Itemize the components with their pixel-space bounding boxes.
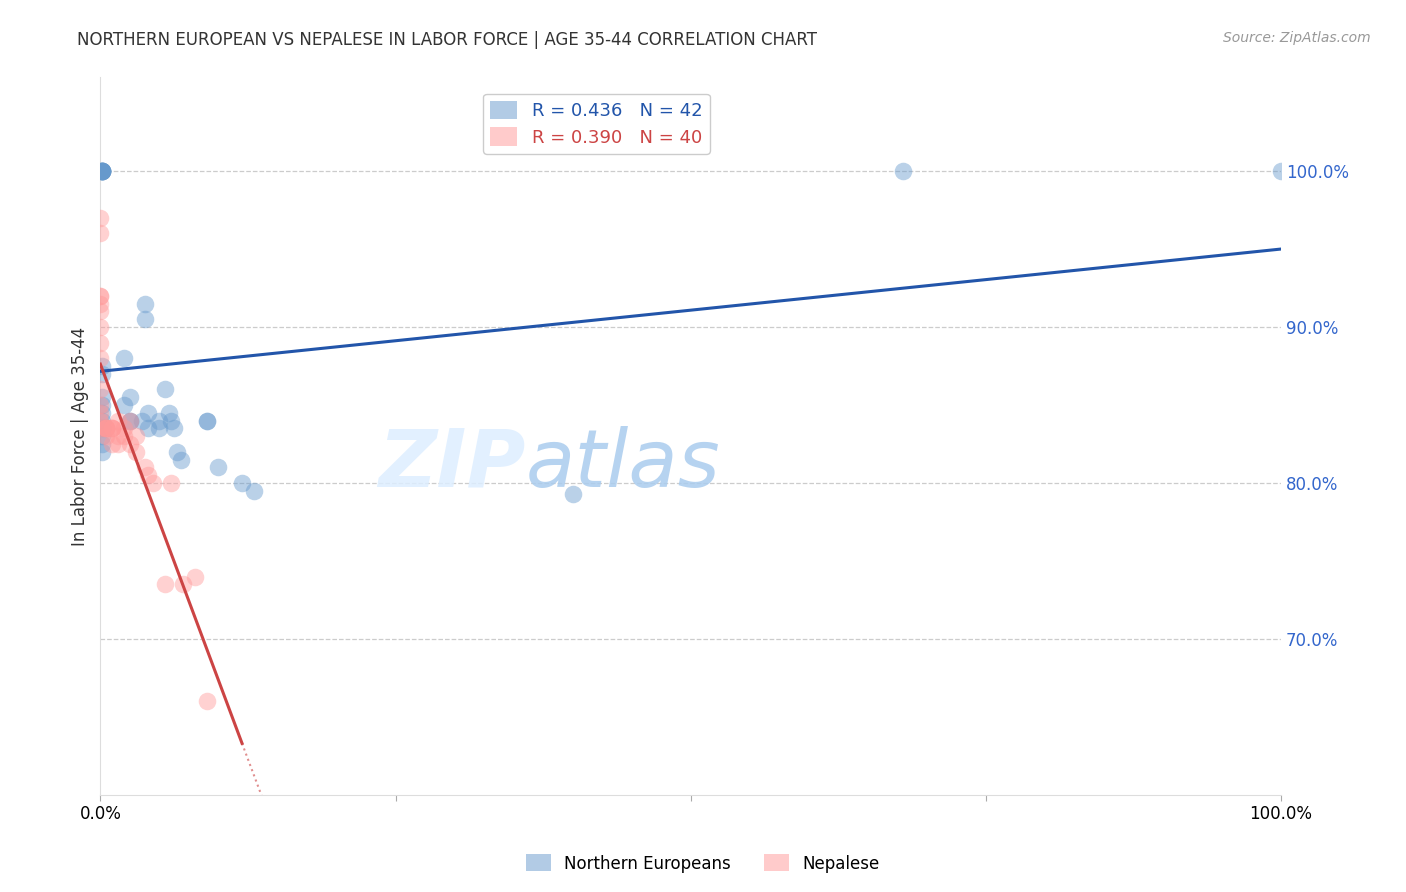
Point — [107, 429, 129, 443]
Point — [89, 289, 111, 303]
Point — [90, 164, 112, 178]
Point — [112, 421, 135, 435]
Point — [89, 320, 111, 334]
Point — [101, 421, 124, 435]
Point — [561, 487, 583, 501]
Legend: Northern Europeans, Nepalese: Northern Europeans, Nepalese — [519, 847, 887, 880]
Point — [90, 429, 112, 443]
Point — [172, 577, 194, 591]
Point — [90, 437, 112, 451]
Point — [112, 429, 135, 443]
Point — [118, 390, 141, 404]
Point — [136, 406, 159, 420]
Point — [90, 164, 112, 178]
Point — [90, 359, 112, 373]
Point — [90, 164, 112, 178]
Point — [207, 460, 229, 475]
Point — [90, 164, 112, 178]
Point — [89, 406, 111, 420]
Point — [195, 414, 218, 428]
Point — [166, 445, 188, 459]
Point — [134, 296, 156, 310]
Point — [90, 164, 112, 178]
Point — [231, 476, 253, 491]
Point — [162, 421, 184, 435]
Point — [89, 351, 111, 366]
Point — [96, 421, 118, 435]
Point — [89, 335, 111, 350]
Point — [107, 437, 129, 451]
Point — [243, 483, 266, 498]
Point — [148, 421, 170, 435]
Point — [89, 289, 111, 303]
Point — [89, 414, 111, 428]
Point — [90, 421, 112, 435]
Point — [160, 414, 183, 428]
Point — [134, 312, 156, 326]
Point — [1270, 164, 1292, 178]
Point — [96, 421, 118, 435]
Point — [89, 383, 111, 397]
Y-axis label: In Labor Force | Age 35-44: In Labor Force | Age 35-44 — [72, 326, 89, 546]
Point — [118, 414, 141, 428]
Point — [90, 164, 112, 178]
Point — [195, 414, 218, 428]
Point — [112, 398, 135, 412]
Point — [90, 445, 112, 459]
Text: atlas: atlas — [526, 426, 720, 504]
Text: NORTHERN EUROPEAN VS NEPALESE IN LABOR FORCE | AGE 35-44 CORRELATION CHART: NORTHERN EUROPEAN VS NEPALESE IN LABOR F… — [77, 31, 817, 49]
Point — [90, 406, 112, 420]
Point — [125, 445, 148, 459]
Point — [118, 414, 141, 428]
Point — [101, 421, 124, 435]
Point — [118, 414, 141, 428]
Point — [96, 429, 118, 443]
Point — [195, 694, 218, 708]
Point — [89, 421, 111, 435]
Point — [155, 577, 177, 591]
Point — [90, 367, 112, 381]
Legend: R = 0.436   N = 42, R = 0.390   N = 40: R = 0.436 N = 42, R = 0.390 N = 40 — [482, 94, 710, 154]
Text: Source: ZipAtlas.com: Source: ZipAtlas.com — [1223, 31, 1371, 45]
Point — [107, 414, 129, 428]
Point — [891, 164, 914, 178]
Point — [157, 406, 180, 420]
Point — [136, 421, 159, 435]
Point — [90, 164, 112, 178]
Point — [89, 296, 111, 310]
Point — [101, 421, 124, 435]
Point — [89, 227, 111, 241]
Point — [118, 437, 141, 451]
Point — [125, 429, 148, 443]
Point — [131, 414, 153, 428]
Point — [90, 390, 112, 404]
Point — [160, 476, 183, 491]
Point — [89, 304, 111, 318]
Point — [89, 211, 111, 225]
Point — [90, 398, 112, 412]
Point — [112, 351, 135, 366]
Point — [134, 460, 156, 475]
Point — [90, 164, 112, 178]
Point — [101, 437, 124, 451]
Point — [96, 421, 118, 435]
Point — [96, 421, 118, 435]
Point — [90, 414, 112, 428]
Point — [184, 569, 207, 583]
Point — [148, 414, 170, 428]
Point — [89, 398, 111, 412]
Point — [169, 452, 191, 467]
Text: ZIP: ZIP — [378, 426, 526, 504]
Point — [142, 476, 165, 491]
Point — [155, 383, 177, 397]
Point — [136, 468, 159, 483]
